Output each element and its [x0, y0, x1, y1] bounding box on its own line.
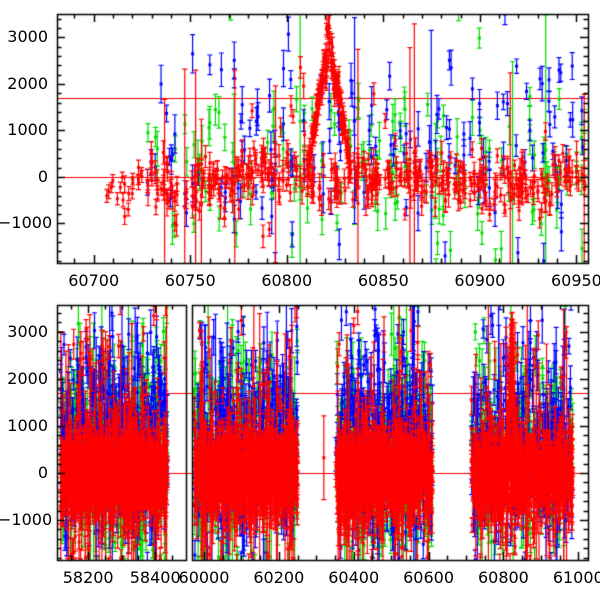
light-curve-figure: 60700 60750 60800 60850 60900 60950 −1000 0 1000…	[0, 0, 600, 600]
scatter-plot-canvas	[0, 0, 600, 600]
